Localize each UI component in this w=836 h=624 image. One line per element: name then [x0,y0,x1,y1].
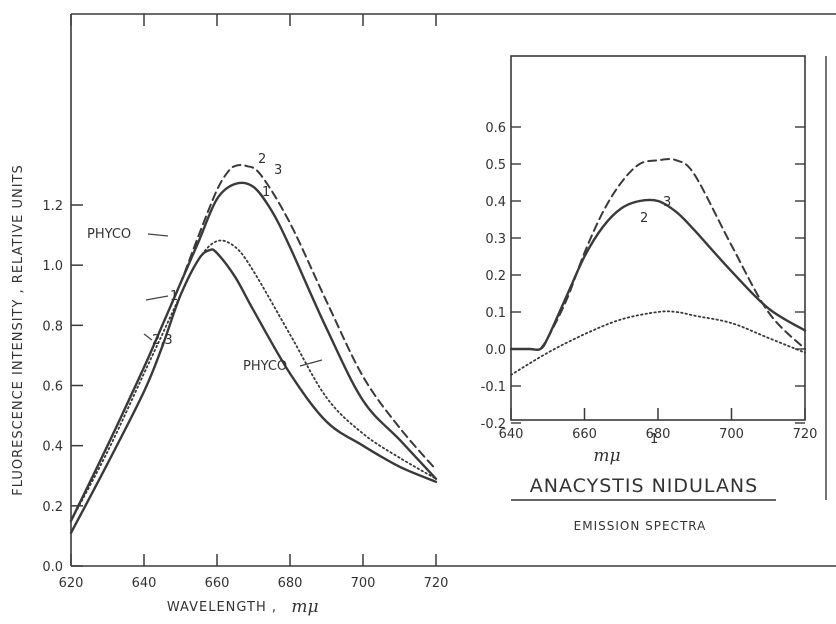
inset-x-axis-unit: mμ [593,446,620,466]
inset-annotation-curve-2: 2 [640,211,648,226]
annotation-curve-2-3-left-arrow [143,333,153,341]
annotation-curve-1-left: 1 [170,289,178,304]
y-tick-label: 1.2 [42,199,63,214]
annotation-phyco-lower: PHYCO [243,359,287,374]
x-axis-unit: mμ [291,597,318,617]
annotation-phyco-upper: PHYCO [87,227,131,242]
main-chart-series [69,163,438,535]
x-tick-label: 680 [278,576,303,591]
inset-y-tick-label: -0.2 [481,417,506,432]
x-tick-label: 620 [59,576,84,591]
inset-y-tick-label: 0.3 [485,232,506,247]
inset-y-tick-label: 0.0 [485,343,506,358]
annotation-curve-1-right: 1 [262,185,270,200]
inset-frame [510,55,806,421]
inset-x-tick-label: 700 [719,427,744,442]
inset-y-tick-label: -0.1 [481,380,506,395]
annotation-curve-2-right: 2 [258,152,266,167]
main-emission-chart: 620 640 660 680 700 7200.00.20.40.60.81.01.2 … [11,13,836,617]
inset-chart-axes [510,55,827,500]
inset-emission-chart: 640 660 680 700 720 -0.2 -0.1 0.0 0.1 0.2 0.3 0.4 0.… [481,55,827,533]
inset-chart-tick-labels: 640 660 680 700 720 -0.2 -0.1 0.0 0.1 0.2 0.3 0.4 0.… [481,121,818,442]
inset-y-tick-label: 0.6 [485,121,506,136]
annotation-phyco-upper-arrow [147,233,169,237]
x-tick-label: 720 [424,576,449,591]
series-line-3 [70,163,437,522]
x-axis-title: WAVELENGTH , [167,600,277,615]
x-tick-label: 640 [132,576,157,591]
inset-y-tick-label: 0.1 [485,306,506,321]
y-tick-label: 0.8 [42,319,63,334]
inset-annotation-curve-3: 3 [663,195,671,210]
inset-title-species: ANACYSTIS NIDULANS [530,475,758,497]
annotation-curve-1-left-arrow [145,295,169,301]
inset-annotation-curve-1: 1 [650,432,658,447]
x-tick-label: 660 [205,576,230,591]
y-tick-label: 1.0 [42,259,63,274]
inset-x-tick-label: 720 [793,427,818,442]
inset-x-tick-label: 680 [646,427,671,442]
inset-y-tick-label: 0.5 [485,158,506,173]
y-tick-label: 0.0 [42,560,63,575]
series-line-phyco [69,248,438,535]
inset-y-tick-label: 0.2 [485,269,506,284]
y-tick-label: 0.4 [42,440,63,455]
main-chart-tick-labels: 620 640 660 680 700 720 0.0 0.2 0.4 0.6 0.8 1.0 1.2 [42,199,448,591]
inset-series-line-1 [510,310,806,376]
y-tick-label: 0.6 [42,380,63,395]
y-tick-label: 0.2 [42,500,63,515]
inset-chart-series [509,158,807,376]
inset-x-tick-label: 660 [572,427,597,442]
y-axis-title: FLUORESCENCE INTENSITY , RELATIVE UNITS [11,164,26,496]
inset-series-line-3 [539,158,806,350]
x-tick-label: 700 [351,576,376,591]
inset-y-tick-label: 0.4 [485,195,506,210]
main-chart-axes [70,13,836,567]
annotation-phyco-lower-arrow [299,359,323,367]
annotation-curve-3-right: 3 [274,163,282,178]
inset-series-line-2 [509,198,807,352]
inset-x-tick-label: 640 [499,427,524,442]
inset-subtitle: EMISSION SPECTRA [574,519,707,533]
series-line-1 [70,239,437,522]
annotation-curve-2-3-left: 2,3 [152,333,173,348]
